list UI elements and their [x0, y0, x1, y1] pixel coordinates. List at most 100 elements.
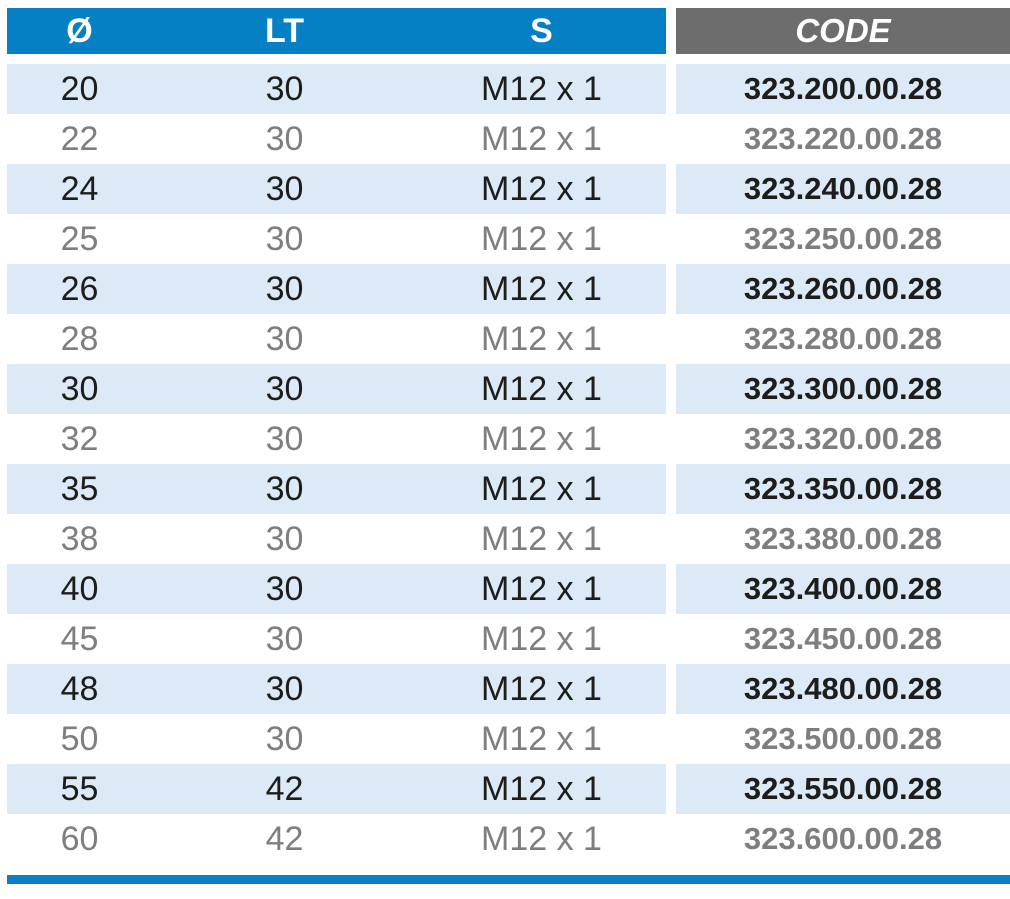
cell-lt: 30 [152, 314, 417, 364]
header-body-gap [7, 54, 1010, 64]
cell-s: M12 x 1 [417, 614, 666, 664]
table-row: 20 30 M12 x 1 323.200.00.28 [7, 64, 1010, 114]
column-divider [666, 614, 676, 664]
cell-lt: 30 [152, 514, 417, 564]
cell-diameter: 48 [7, 664, 152, 714]
column-divider [666, 314, 676, 364]
table-row: 48 30 M12 x 1 323.480.00.28 [7, 664, 1010, 714]
cell-lt: 30 [152, 664, 417, 714]
cell-s: M12 x 1 [417, 714, 666, 764]
column-divider [666, 264, 676, 314]
table-row: 55 42 M12 x 1 323.550.00.28 [7, 764, 1010, 814]
cell-diameter: 25 [7, 214, 152, 264]
cell-code: 323.450.00.28 [676, 614, 1010, 664]
cell-s: M12 x 1 [417, 364, 666, 414]
cell-s: M12 x 1 [417, 464, 666, 514]
cell-s: M12 x 1 [417, 164, 666, 214]
cell-code: 323.600.00.28 [676, 814, 1010, 864]
cell-diameter: 35 [7, 464, 152, 514]
table-row: 60 42 M12 x 1 323.600.00.28 [7, 814, 1010, 864]
table-row: 22 30 M12 x 1 323.220.00.28 [7, 114, 1010, 164]
column-divider [666, 64, 676, 114]
cell-s: M12 x 1 [417, 314, 666, 364]
cell-code: 323.380.00.28 [676, 514, 1010, 564]
cell-code: 323.220.00.28 [676, 114, 1010, 164]
table-row: 25 30 M12 x 1 323.250.00.28 [7, 214, 1010, 264]
cell-lt: 30 [152, 614, 417, 664]
cell-diameter: 38 [7, 514, 152, 564]
cell-s: M12 x 1 [417, 564, 666, 614]
cell-code: 323.550.00.28 [676, 764, 1010, 814]
column-divider [666, 214, 676, 264]
column-divider [666, 514, 676, 564]
table-row: 40 30 M12 x 1 323.400.00.28 [7, 564, 1010, 614]
cell-s: M12 x 1 [417, 114, 666, 164]
column-divider [666, 364, 676, 414]
column-header-s: S [417, 8, 666, 54]
table-header-row: Ø LT S CODE [7, 8, 1010, 54]
cell-code: 323.200.00.28 [676, 64, 1010, 114]
cell-s: M12 x 1 [417, 414, 666, 464]
catalog-table: Ø LT S CODE 20 30 M12 x 1 323.200.00.28 … [7, 8, 1010, 864]
table-row: 30 30 M12 x 1 323.300.00.28 [7, 364, 1010, 414]
cell-lt: 30 [152, 464, 417, 514]
table-row: 38 30 M12 x 1 323.380.00.28 [7, 514, 1010, 564]
cell-lt: 30 [152, 364, 417, 414]
cell-diameter: 22 [7, 114, 152, 164]
table-row: 35 30 M12 x 1 323.350.00.28 [7, 464, 1010, 514]
cell-diameter: 32 [7, 414, 152, 464]
cell-s: M12 x 1 [417, 764, 666, 814]
cell-s: M12 x 1 [417, 264, 666, 314]
cell-s: M12 x 1 [417, 814, 666, 864]
cell-code: 323.480.00.28 [676, 664, 1010, 714]
table-body: 20 30 M12 x 1 323.200.00.28 22 30 M12 x … [7, 64, 1010, 864]
column-divider [666, 564, 676, 614]
column-divider [666, 8, 676, 54]
cell-lt: 30 [152, 714, 417, 764]
column-divider [666, 164, 676, 214]
cell-lt: 30 [152, 64, 417, 114]
cell-lt: 30 [152, 214, 417, 264]
column-divider [666, 714, 676, 764]
cell-s: M12 x 1 [417, 514, 666, 564]
cell-code: 323.280.00.28 [676, 314, 1010, 364]
cell-diameter: 60 [7, 814, 152, 864]
cell-diameter: 40 [7, 564, 152, 614]
cell-code: 323.250.00.28 [676, 214, 1010, 264]
column-divider [666, 114, 676, 164]
cell-lt: 30 [152, 114, 417, 164]
cell-s: M12 x 1 [417, 664, 666, 714]
cell-code: 323.320.00.28 [676, 414, 1010, 464]
cell-diameter: 45 [7, 614, 152, 664]
column-divider [666, 464, 676, 514]
cell-diameter: 24 [7, 164, 152, 214]
cell-diameter: 26 [7, 264, 152, 314]
table-row: 32 30 M12 x 1 323.320.00.28 [7, 414, 1010, 464]
column-divider [666, 664, 676, 714]
table-row: 45 30 M12 x 1 323.450.00.28 [7, 614, 1010, 664]
column-header-lt: LT [152, 8, 417, 54]
cell-code: 323.350.00.28 [676, 464, 1010, 514]
cell-diameter: 50 [7, 714, 152, 764]
table-row: 28 30 M12 x 1 323.280.00.28 [7, 314, 1010, 364]
cell-diameter: 30 [7, 364, 152, 414]
cell-lt: 30 [152, 264, 417, 314]
cell-diameter: 55 [7, 764, 152, 814]
column-divider [666, 414, 676, 464]
cell-lt: 30 [152, 414, 417, 464]
cell-s: M12 x 1 [417, 64, 666, 114]
column-header-code: CODE [676, 8, 1010, 54]
cell-s: M12 x 1 [417, 214, 666, 264]
column-header-diameter: Ø [7, 8, 152, 54]
table-bottom-rule [7, 875, 1010, 884]
cell-code: 323.260.00.28 [676, 264, 1010, 314]
cell-lt: 42 [152, 764, 417, 814]
column-divider [666, 814, 676, 864]
cell-code: 323.300.00.28 [676, 364, 1010, 414]
cell-lt: 42 [152, 814, 417, 864]
cell-code: 323.400.00.28 [676, 564, 1010, 614]
cell-diameter: 28 [7, 314, 152, 364]
column-divider [666, 764, 676, 814]
cell-lt: 30 [152, 564, 417, 614]
cell-diameter: 20 [7, 64, 152, 114]
